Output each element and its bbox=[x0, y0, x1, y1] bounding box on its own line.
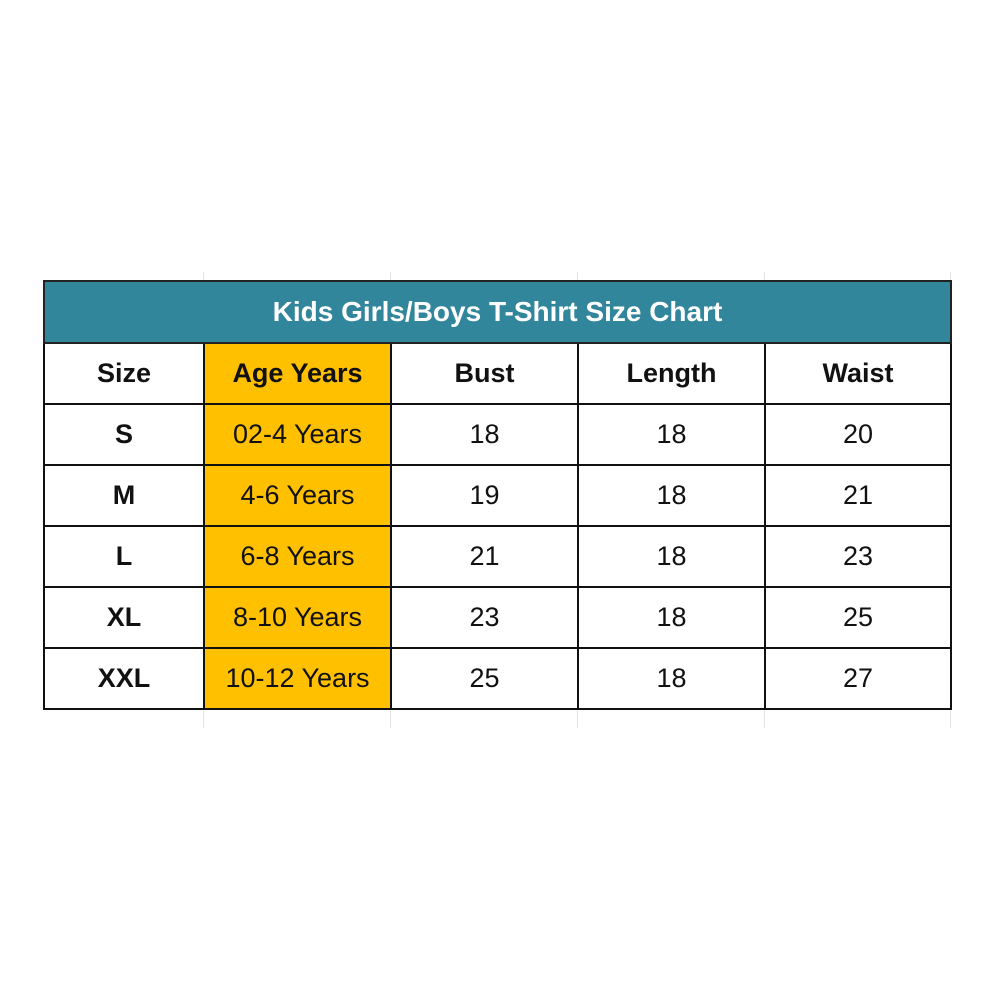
column-header-size: Size bbox=[43, 342, 205, 405]
column-header-length: Length bbox=[577, 342, 766, 405]
table-title: Kids Girls/Boys T-Shirt Size Chart bbox=[42, 280, 953, 344]
cell-waist: 23 bbox=[763, 525, 953, 588]
cell-length: 18 bbox=[577, 586, 766, 649]
cell-age: 02-4 Years bbox=[203, 403, 392, 466]
cell-bust: 18 bbox=[390, 403, 579, 466]
header-row: Size Age Years Bust Length Waist bbox=[43, 342, 953, 405]
cell-waist: 27 bbox=[763, 647, 953, 710]
column-header-bust: Bust bbox=[390, 342, 579, 405]
cell-size: L bbox=[43, 525, 205, 588]
table-row: S 02-4 Years 18 18 20 bbox=[43, 403, 953, 466]
cell-age: 6-8 Years bbox=[203, 525, 392, 588]
cell-bust: 25 bbox=[390, 647, 579, 710]
cell-length: 18 bbox=[577, 647, 766, 710]
table-row: XXL 10-12 Years 25 18 27 bbox=[43, 647, 953, 710]
cell-bust: 21 bbox=[390, 525, 579, 588]
table-row: L 6-8 Years 21 18 23 bbox=[43, 525, 953, 588]
column-header-age: Age Years bbox=[203, 342, 392, 405]
cell-waist: 21 bbox=[763, 464, 953, 527]
cell-waist: 20 bbox=[763, 403, 953, 466]
cell-size: XL bbox=[43, 586, 205, 649]
cell-age: 8-10 Years bbox=[203, 586, 392, 649]
cell-age: 4-6 Years bbox=[203, 464, 392, 527]
cell-bust: 23 bbox=[390, 586, 579, 649]
cell-length: 18 bbox=[577, 464, 766, 527]
column-header-waist: Waist bbox=[763, 342, 953, 405]
cell-size: XXL bbox=[43, 647, 205, 710]
cell-length: 18 bbox=[577, 525, 766, 588]
cell-bust: 19 bbox=[390, 464, 579, 527]
cell-size: S bbox=[43, 403, 205, 466]
size-chart-table: Kids Girls/Boys T-Shirt Size Chart Size … bbox=[42, 280, 953, 710]
cell-size: M bbox=[43, 464, 205, 527]
table-row: XL 8-10 Years 23 18 25 bbox=[43, 586, 953, 649]
table-row: M 4-6 Years 19 18 21 bbox=[43, 464, 953, 527]
cell-waist: 25 bbox=[763, 586, 953, 649]
cell-length: 18 bbox=[577, 403, 766, 466]
cell-age: 10-12 Years bbox=[203, 647, 392, 710]
